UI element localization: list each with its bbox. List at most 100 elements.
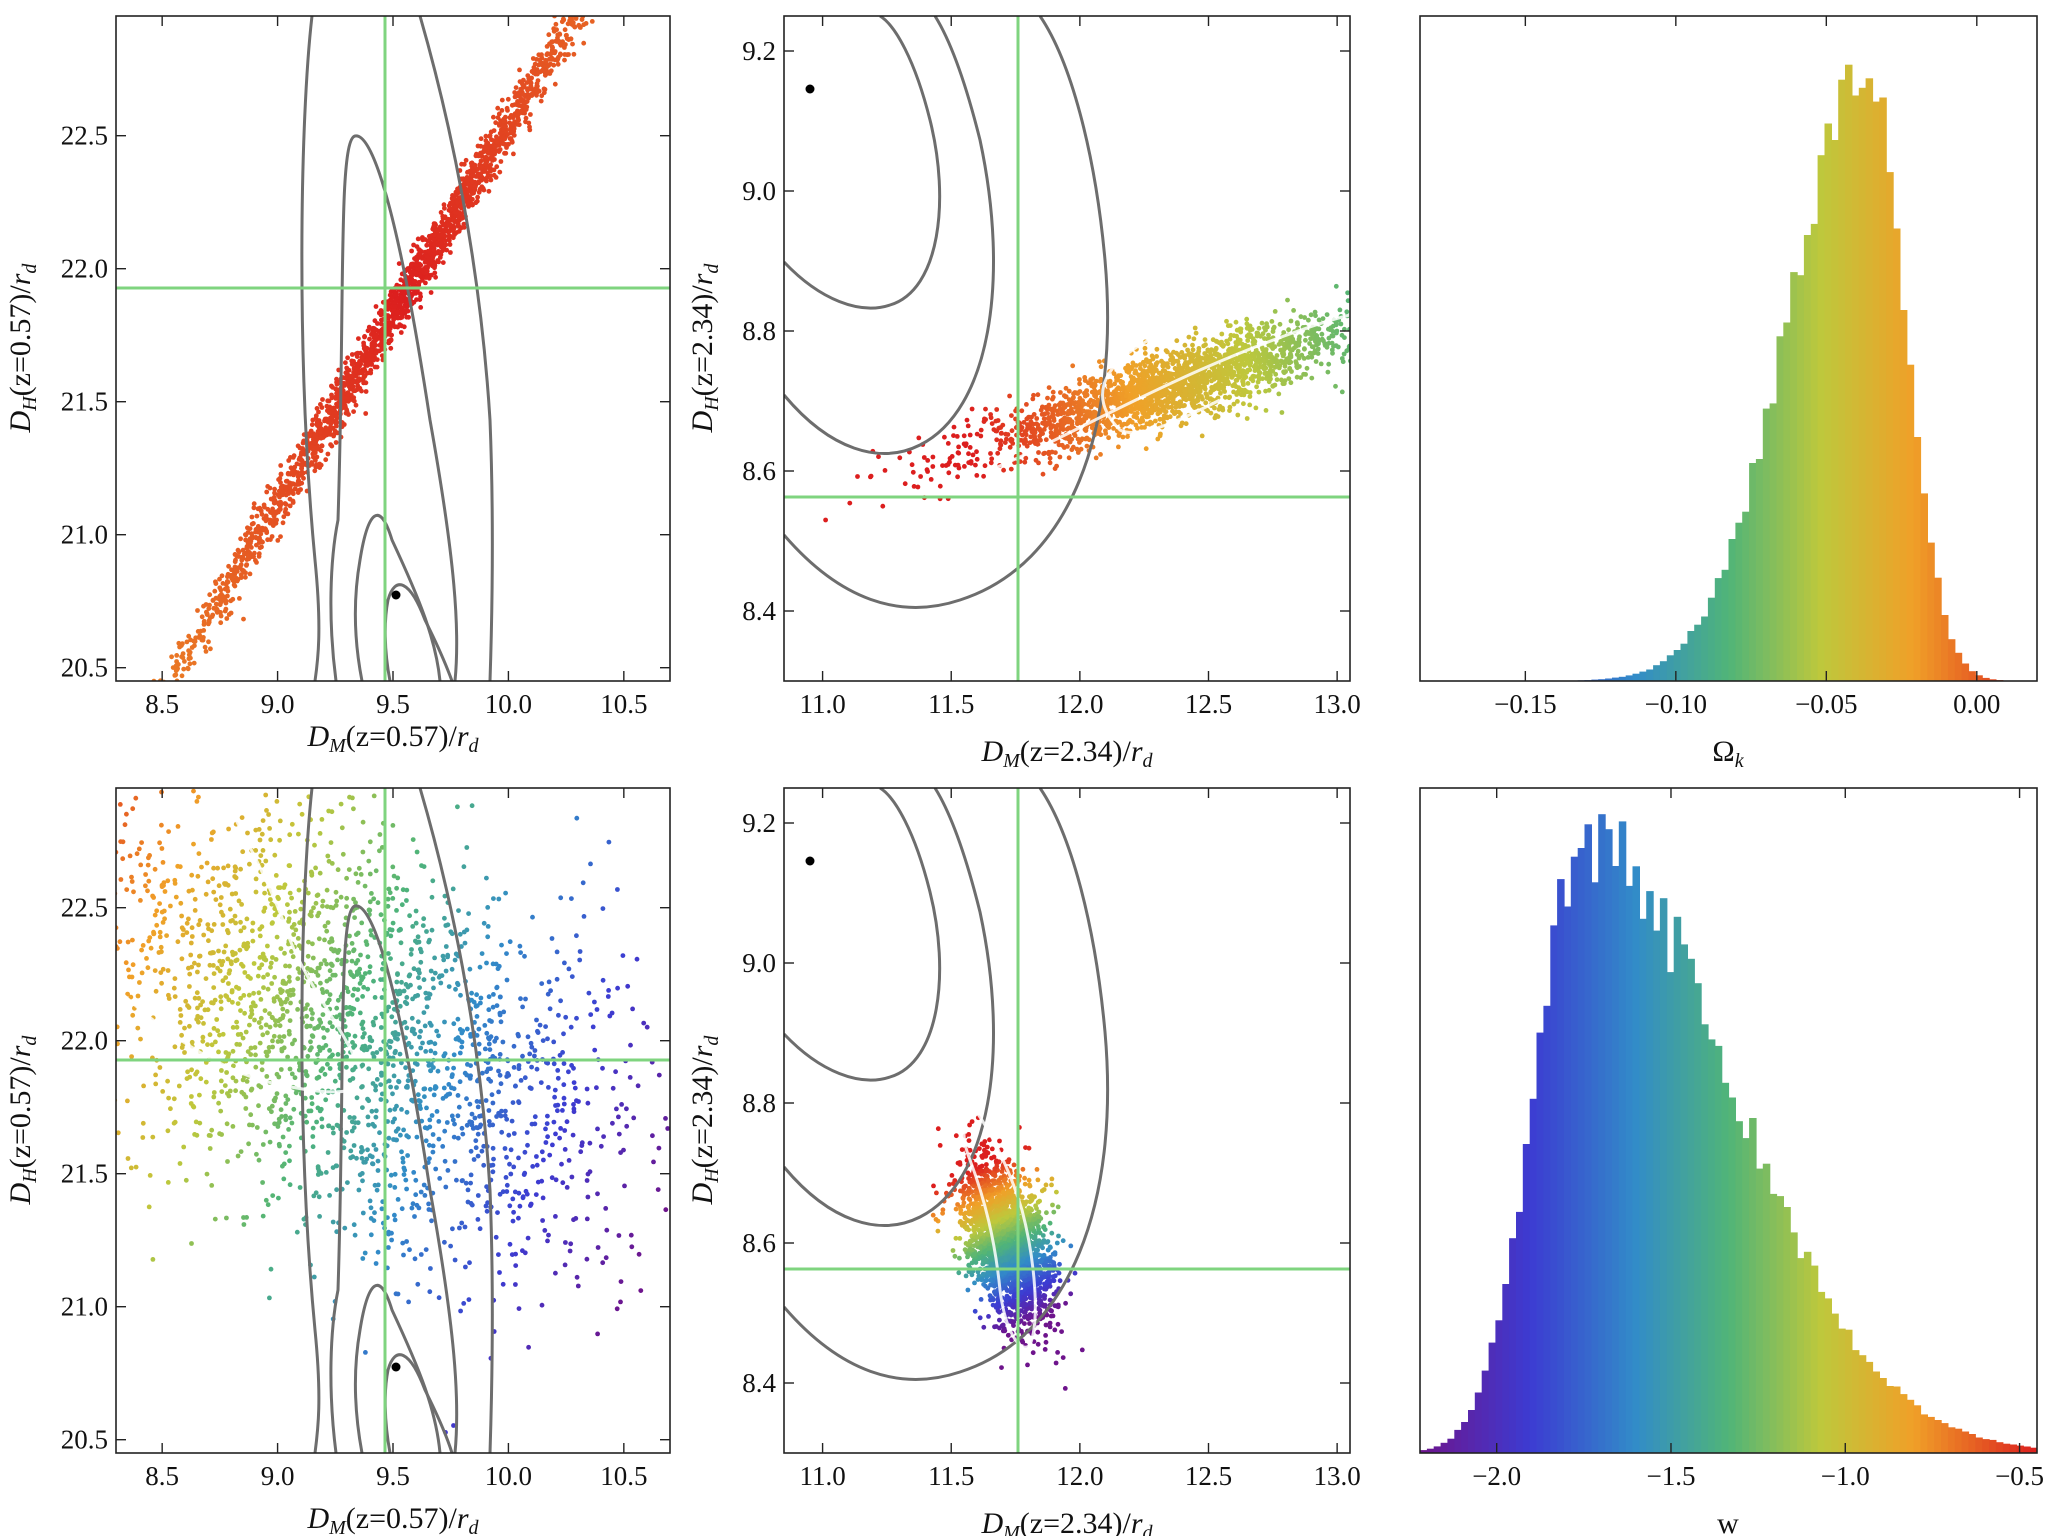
p2-point <box>1111 371 1117 377</box>
p3-bar <box>1845 64 1853 681</box>
p4-point <box>624 1106 629 1112</box>
p1-point <box>569 9 574 14</box>
p2-point <box>1313 359 1319 364</box>
p2-point <box>1084 443 1090 449</box>
p1-point <box>560 5 565 10</box>
p3-bar <box>1632 673 1640 681</box>
p1-point <box>446 233 452 239</box>
p2-point <box>988 415 994 421</box>
p4-point <box>260 1142 266 1147</box>
p1-point <box>363 348 368 353</box>
p1-point <box>562 27 568 33</box>
p2-point <box>1129 407 1135 412</box>
p2-point <box>1355 315 1360 320</box>
p1-point <box>272 486 277 492</box>
p2-x-ticks: 11.0 11.5 12.0 12.5 13.0 <box>799 16 1361 719</box>
p1-point <box>517 67 522 73</box>
p2-point <box>1396 319 1401 324</box>
p2-point <box>1297 364 1302 369</box>
p2-point <box>1422 320 1427 325</box>
p4-point <box>187 1023 192 1029</box>
p1-point <box>531 90 536 96</box>
p1-point <box>334 391 339 396</box>
p2-point <box>1066 425 1071 431</box>
p4-point <box>516 1066 522 1072</box>
p1-point <box>179 643 184 648</box>
p1-y-title: DH(z=0.57)/rd <box>4 263 41 434</box>
p4-point <box>494 1035 499 1041</box>
p1-point <box>127 751 132 756</box>
p1-point <box>353 369 358 375</box>
p1-point <box>571 51 577 57</box>
p1-point <box>563 33 569 38</box>
p3-bar <box>1961 663 1970 681</box>
p1-point <box>388 345 394 351</box>
p1-point <box>415 255 421 261</box>
p4-point <box>83 981 88 986</box>
p3-bar <box>1879 97 1887 681</box>
p2-point <box>1092 388 1098 394</box>
p1-point <box>461 225 467 230</box>
p1-point <box>235 547 241 553</box>
p1-point <box>130 752 135 757</box>
p1-point <box>368 370 374 376</box>
p1-point <box>590 2 595 7</box>
p1-point <box>462 182 468 188</box>
p2-point <box>1024 402 1029 407</box>
p4-point <box>421 1182 427 1188</box>
p2-point <box>925 458 931 463</box>
p2-point <box>1259 320 1265 326</box>
p1-point <box>577 11 582 16</box>
p4-point <box>223 943 229 949</box>
p1-point <box>230 596 236 602</box>
p2-point <box>1278 347 1283 353</box>
p2-point <box>998 425 1004 430</box>
p1-point <box>283 502 289 507</box>
p1-point <box>285 511 291 517</box>
p1-point <box>259 544 264 550</box>
p2-point <box>1052 431 1058 437</box>
p2-point <box>1120 434 1126 440</box>
p2-point <box>1059 409 1064 415</box>
p2-point <box>1382 330 1387 335</box>
p4-point <box>373 1261 379 1266</box>
p1-point <box>188 637 194 643</box>
p1-point <box>319 443 325 449</box>
p2-point <box>994 437 1000 443</box>
p3-bar <box>1838 79 1846 681</box>
p2-point <box>1284 356 1290 362</box>
p1-point <box>392 304 398 309</box>
p2-point <box>1193 399 1199 404</box>
p2-point <box>1078 446 1084 452</box>
p4-point <box>395 972 400 977</box>
p1-point <box>127 751 132 756</box>
p2-point <box>1298 314 1304 320</box>
p1-point <box>75 836 80 841</box>
p2-point <box>1247 394 1253 399</box>
p1-point <box>249 514 255 520</box>
p1-point <box>247 526 253 531</box>
p2-point <box>1049 424 1055 430</box>
p2-point <box>1229 375 1235 380</box>
p2-point <box>1163 348 1169 353</box>
p1-point <box>553 21 559 27</box>
p3-bar <box>1947 639 1956 681</box>
p1-point <box>463 197 469 203</box>
p1-point <box>201 603 206 609</box>
p2-point <box>974 431 980 437</box>
p1-point <box>424 242 430 248</box>
p4-point <box>109 772 114 777</box>
p2-point <box>1235 365 1241 370</box>
p1-point <box>319 405 325 410</box>
p1-point <box>92 827 97 832</box>
p4-point <box>461 864 467 870</box>
p1-point <box>496 111 502 117</box>
p1-point <box>486 188 492 194</box>
p1-point <box>564 7 569 12</box>
p1-point <box>265 506 271 512</box>
p2-point <box>1325 369 1331 375</box>
p1-point <box>192 639 198 644</box>
p1-point <box>351 388 357 394</box>
p2-point <box>1004 436 1009 442</box>
p2-point <box>1334 330 1339 336</box>
